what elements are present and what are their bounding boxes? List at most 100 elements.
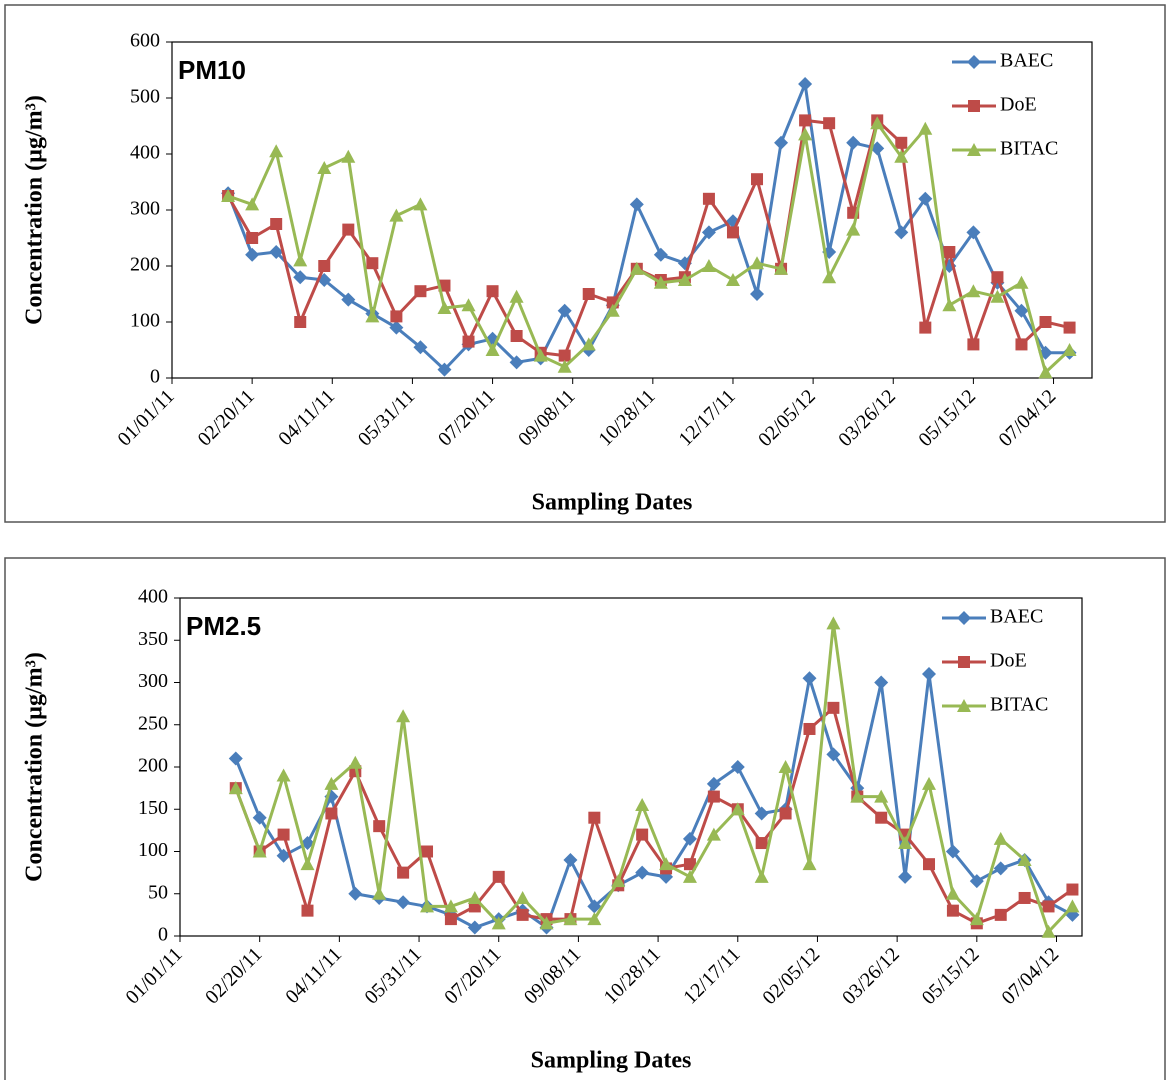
marker bbox=[390, 310, 403, 323]
marker bbox=[372, 886, 387, 900]
marker bbox=[373, 820, 386, 833]
marker bbox=[421, 845, 434, 858]
marker bbox=[228, 781, 243, 795]
y-tick-label: 300 bbox=[130, 198, 160, 220]
marker bbox=[293, 253, 308, 267]
series-line bbox=[234, 706, 1074, 925]
marker bbox=[294, 316, 307, 328]
marker bbox=[365, 309, 380, 323]
marker bbox=[228, 751, 243, 766]
marker bbox=[774, 261, 789, 275]
marker bbox=[366, 257, 379, 270]
marker bbox=[635, 798, 650, 812]
marker bbox=[966, 284, 981, 298]
x-tick-label: 04/11/11 bbox=[274, 385, 339, 450]
marker bbox=[437, 301, 452, 314]
marker bbox=[293, 270, 308, 285]
marker bbox=[799, 114, 812, 127]
marker bbox=[581, 337, 596, 351]
marker bbox=[509, 355, 524, 370]
marker bbox=[1062, 343, 1077, 356]
y-tick-label: 400 bbox=[138, 586, 168, 608]
marker bbox=[413, 197, 428, 211]
marker bbox=[318, 260, 331, 272]
series-line bbox=[227, 121, 1071, 374]
marker bbox=[443, 899, 458, 913]
marker bbox=[325, 807, 338, 820]
marker bbox=[252, 810, 267, 825]
marker bbox=[396, 895, 411, 910]
marker bbox=[1014, 275, 1029, 289]
x-axis-label: Sampling Dates bbox=[532, 490, 693, 516]
y-tick-label: 350 bbox=[138, 628, 168, 650]
marker bbox=[870, 116, 885, 130]
panel-border bbox=[4, 557, 1166, 1080]
marker bbox=[946, 904, 959, 917]
x-tick-label: 10/28/11 bbox=[600, 943, 665, 1008]
marker bbox=[967, 55, 981, 69]
marker bbox=[636, 828, 649, 841]
marker bbox=[682, 869, 697, 883]
legend-label: DoE bbox=[990, 650, 1027, 672]
marker bbox=[397, 866, 410, 879]
marker bbox=[1042, 900, 1055, 913]
x-tick-label: 12/17/11 bbox=[674, 385, 739, 450]
marker bbox=[509, 289, 524, 303]
x-tick-label: 02/20/11 bbox=[194, 385, 259, 450]
marker bbox=[252, 844, 267, 858]
y-tick-label: 100 bbox=[130, 310, 160, 332]
marker bbox=[587, 899, 602, 914]
marker bbox=[324, 776, 339, 790]
marker bbox=[967, 338, 980, 351]
series-line bbox=[226, 82, 1070, 372]
marker bbox=[653, 247, 668, 262]
y-tick-label: 0 bbox=[158, 924, 168, 946]
marker bbox=[683, 858, 696, 871]
x-axis-label: Sampling Dates bbox=[531, 1048, 692, 1074]
marker bbox=[1065, 899, 1080, 913]
marker bbox=[895, 136, 908, 149]
x-tick-label: 07/20/11 bbox=[434, 385, 499, 450]
marker bbox=[485, 343, 500, 356]
marker bbox=[348, 886, 363, 901]
marker bbox=[822, 270, 837, 284]
marker bbox=[659, 857, 674, 871]
marker bbox=[1066, 883, 1079, 896]
y-tick-label: 200 bbox=[138, 755, 168, 777]
x-tick-label: 02/05/12 bbox=[754, 385, 820, 451]
x-tick-label: 10/28/11 bbox=[594, 385, 659, 450]
marker bbox=[957, 699, 971, 712]
marker bbox=[635, 865, 650, 880]
legend-label: BITAC bbox=[990, 694, 1048, 716]
marker bbox=[701, 225, 716, 240]
marker bbox=[605, 303, 620, 317]
chart-title: PM10 bbox=[178, 55, 246, 85]
marker bbox=[444, 913, 457, 926]
y-tick-label: 0 bbox=[150, 366, 160, 388]
chart-title: PM2.5 bbox=[186, 611, 261, 641]
y-tick-label: 250 bbox=[138, 712, 168, 734]
marker bbox=[702, 192, 715, 205]
marker bbox=[276, 768, 291, 782]
marker bbox=[802, 857, 817, 871]
marker bbox=[557, 359, 572, 373]
x-tick-label: 07/20/11 bbox=[440, 943, 505, 1008]
marker bbox=[874, 789, 889, 803]
marker bbox=[245, 197, 260, 211]
marker bbox=[943, 246, 956, 258]
marker bbox=[246, 232, 259, 244]
marker bbox=[958, 656, 970, 668]
marker bbox=[874, 675, 889, 690]
marker bbox=[991, 271, 1004, 284]
marker bbox=[966, 225, 981, 240]
marker bbox=[389, 208, 404, 222]
marker bbox=[587, 912, 602, 926]
marker bbox=[826, 616, 841, 630]
marker bbox=[221, 189, 236, 202]
marker bbox=[629, 197, 644, 212]
marker bbox=[898, 869, 913, 884]
marker bbox=[563, 912, 578, 926]
x-tick-label: 05/15/12 bbox=[914, 385, 980, 451]
y-tick-label: 50 bbox=[148, 881, 168, 903]
marker bbox=[918, 121, 933, 135]
